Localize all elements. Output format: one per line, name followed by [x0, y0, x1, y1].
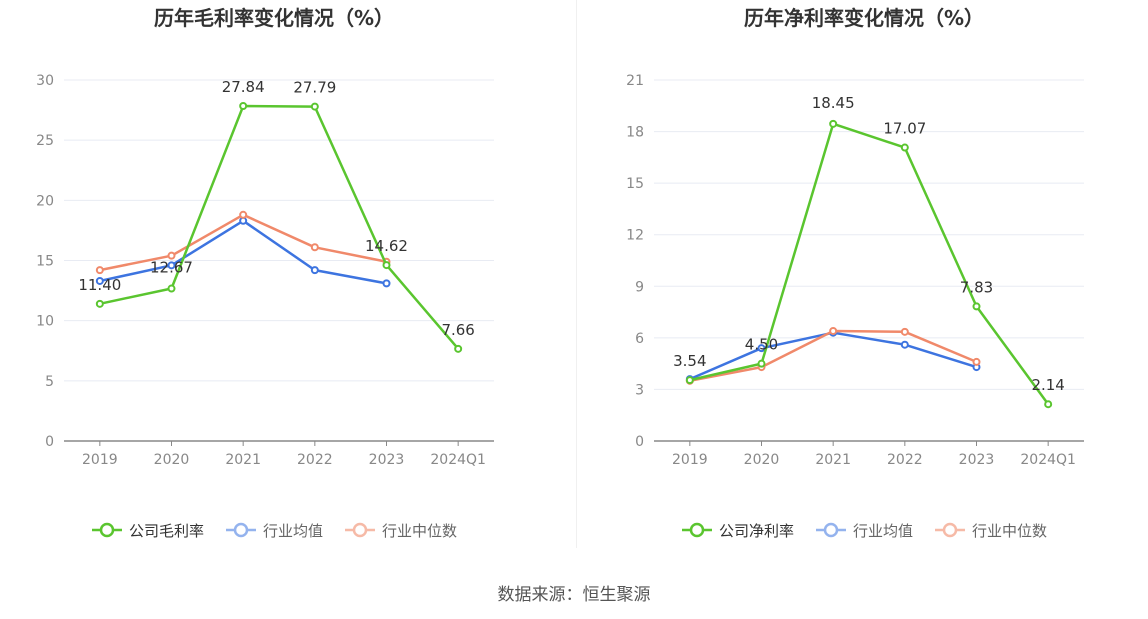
legend-label-company: 公司净利率 — [719, 522, 794, 540]
data-point-company — [972, 302, 981, 311]
data-point-industry_median — [167, 251, 176, 260]
y-tick-label: 15 — [36, 254, 54, 270]
legend-marker-industry_avg — [233, 522, 249, 538]
data-point-company — [167, 284, 176, 293]
y-tick-label: 30 — [36, 73, 54, 89]
data-label: 7.83 — [960, 278, 993, 296]
x-tick-label: 2023 — [369, 452, 405, 468]
legend-marker-company — [689, 522, 705, 538]
data-point-company — [310, 102, 319, 111]
data-point-industry_avg — [382, 279, 391, 288]
legend-marker-company — [99, 522, 115, 538]
y-tick-label: 25 — [36, 133, 54, 149]
legend-label-industry_median: 行业中位数 — [382, 522, 457, 540]
data-label: 14.62 — [365, 237, 408, 255]
x-tick-label: 2022 — [297, 452, 333, 468]
data-label: 18.45 — [812, 94, 855, 112]
legend-label-industry_avg: 行业均值 — [263, 522, 323, 540]
data-point-industry_median — [239, 210, 248, 219]
data-label: 7.66 — [441, 321, 474, 339]
data-point-industry_avg — [95, 276, 104, 285]
legend-marker-industry_avg — [823, 522, 839, 538]
chart-title: 历年净利率变化情况（%） — [744, 6, 984, 30]
x-tick-label: 2021 — [225, 452, 261, 468]
legend-label-company: 公司毛利率 — [129, 522, 204, 540]
x-tick-label: 2020 — [154, 452, 190, 468]
y-tick-label: 20 — [36, 193, 54, 209]
data-label: 11.40 — [78, 276, 121, 294]
source-note: 数据来源：恒生聚源 — [497, 585, 651, 605]
data-point-company — [454, 344, 463, 353]
y-tick-label: 18 — [626, 125, 644, 141]
x-tick-label: 2024Q1 — [1020, 452, 1076, 468]
data-point-industry_avg — [900, 340, 909, 349]
data-point-company — [685, 376, 694, 385]
y-tick-label: 0 — [635, 434, 644, 450]
data-point-company — [757, 359, 766, 368]
data-point-industry_avg — [167, 261, 176, 270]
y-tick-label: 21 — [626, 73, 644, 89]
legend-label-industry_avg: 行业均值 — [853, 522, 913, 540]
y-tick-label: 0 — [45, 434, 54, 450]
series-line-company — [99, 104, 460, 350]
data-point-company — [239, 101, 248, 110]
data-label: 4.50 — [745, 336, 778, 354]
x-tick-label: 2023 — [959, 452, 995, 468]
data-label: 2.14 — [1031, 376, 1064, 394]
series-line-industry_median — [689, 329, 977, 383]
data-point-company — [1044, 400, 1053, 409]
y-tick-label: 15 — [626, 176, 644, 192]
x-tick-label: 2021 — [815, 452, 851, 468]
legend-marker-industry_median — [942, 522, 958, 538]
x-tick-label: 2019 — [672, 452, 708, 468]
data-point-company — [95, 299, 104, 308]
data-point-industry_median — [972, 357, 981, 366]
y-tick-label: 5 — [45, 374, 54, 390]
data-point-industry_avg — [310, 266, 319, 275]
data-point-industry_median — [829, 326, 838, 335]
data-label: 12.67 — [150, 259, 193, 277]
x-tick-label: 2024Q1 — [430, 452, 486, 468]
legend-label-industry_median: 行业中位数 — [972, 522, 1047, 540]
data-label: 27.84 — [222, 78, 265, 96]
gross-margin-chart: 历年毛利率变化情况（%） 0 5 10 15 20 25 30 2019 2020 2021 2022… — [36, 6, 494, 540]
data-point-industry_median — [900, 327, 909, 336]
chart-title: 历年毛利率变化情况（%） — [154, 6, 394, 30]
data-label: 3.54 — [673, 352, 706, 370]
data-label: 27.79 — [293, 79, 336, 97]
data-point-company — [900, 143, 909, 152]
panel-divider — [576, 0, 577, 548]
data-label: 17.07 — [883, 120, 926, 138]
x-tick-label: 2020 — [744, 452, 780, 468]
x-tick-label: 2022 — [887, 452, 923, 468]
y-tick-label: 6 — [635, 331, 644, 347]
x-tick-label: 2019 — [82, 452, 118, 468]
y-tick-label: 3 — [635, 382, 644, 398]
y-tick-label: 12 — [626, 228, 644, 244]
net-margin-chart: 历年净利率变化情况（%） 0 3 6 9 12 15 18 21 2019 2020 2021 2022… — [626, 6, 1084, 540]
data-point-company — [829, 119, 838, 128]
series-line-company — [689, 122, 1050, 405]
data-point-industry_avg — [757, 344, 766, 353]
legend-marker-industry_median — [352, 522, 368, 538]
data-point-industry_median — [310, 243, 319, 252]
data-point-industry_median — [95, 266, 104, 275]
data-point-company — [382, 261, 391, 270]
y-tick-label: 9 — [635, 279, 644, 295]
y-tick-label: 10 — [36, 314, 54, 330]
